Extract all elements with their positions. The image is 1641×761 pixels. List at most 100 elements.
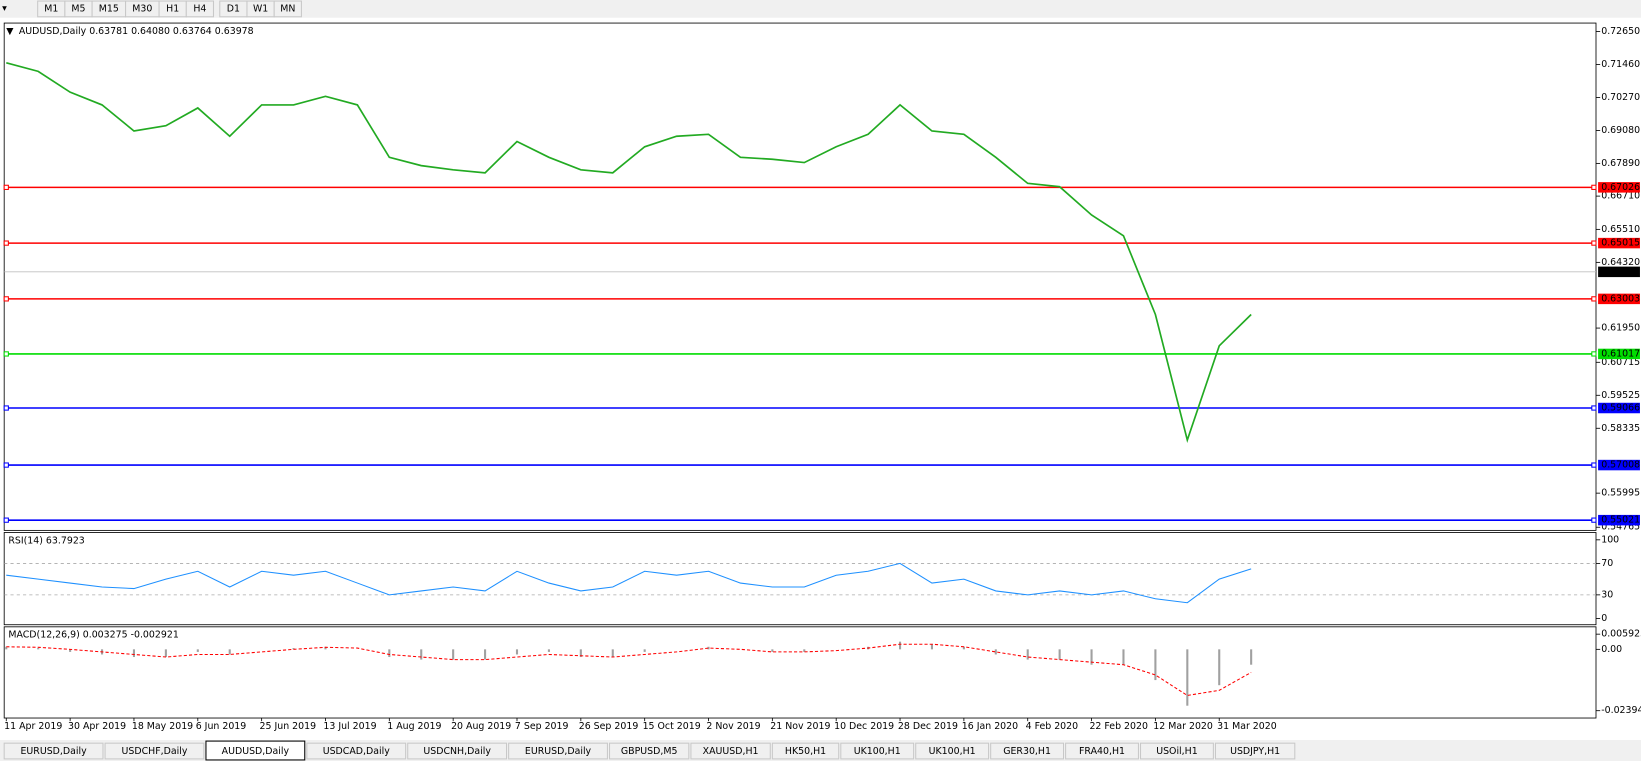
tab-label[interactable]: USOil,H1: [1156, 746, 1198, 757]
x-tick-label: 1 Aug 2019: [387, 721, 441, 732]
level-label: 0.61017: [1601, 348, 1640, 359]
tab[interactable]: [407, 742, 508, 760]
timeframe-label[interactable]: M30: [132, 3, 152, 14]
tab[interactable]: [1214, 742, 1296, 760]
tab-label[interactable]: FRA40,H1: [1079, 746, 1125, 757]
tab-label[interactable]: UK100,H1: [929, 746, 976, 757]
level-anchor: [1591, 184, 1597, 190]
tab[interactable]: [840, 742, 915, 760]
tab[interactable]: [1140, 742, 1214, 760]
level-anchor: [1591, 240, 1597, 246]
toolbar: [0, 0, 1641, 18]
x-tick-label: 13 Jul 2019: [323, 721, 376, 732]
x-tick-label: 15 Oct 2019: [643, 721, 701, 732]
y-tick-label: 0.005923: [1601, 629, 1641, 640]
y-tick-label: 0.54765: [1601, 522, 1640, 533]
y-tick-label: 0.72650: [1601, 26, 1640, 37]
panel-title: AUDUSD,Daily 0.63781 0.64080 0.63764 0.6…: [19, 26, 254, 37]
series-line: [6, 61, 1252, 444]
tab[interactable]: [205, 740, 306, 761]
level-anchor: [3, 405, 9, 411]
timeframe-label[interactable]: D1: [227, 3, 240, 14]
timeframe-label[interactable]: M1: [44, 3, 58, 14]
series-line: [6, 562, 1252, 604]
tab[interactable]: [990, 742, 1065, 760]
x-tick-label: 30 Apr 2019: [68, 721, 126, 732]
timeframe-button[interactable]: [185, 0, 215, 18]
timeframe-label[interactable]: M5: [71, 3, 85, 14]
y-tick-label: 0: [1601, 613, 1607, 624]
level-anchor: [1591, 351, 1597, 357]
level-label-box: [1598, 514, 1640, 526]
timeframe-label[interactable]: M15: [99, 3, 119, 14]
x-tick-label: 2 Nov 2019: [706, 721, 760, 732]
x-tick-label: 7 Sep 2019: [515, 721, 569, 732]
timeframe-label[interactable]: H1: [166, 3, 179, 14]
x-tick-label: 11 Apr 2019: [4, 721, 62, 732]
tab[interactable]: [608, 742, 690, 760]
x-tick-label: 20 Aug 2019: [451, 721, 511, 732]
tab-label[interactable]: GER30,H1: [1003, 746, 1051, 757]
y-tick-label: 70: [1601, 558, 1613, 569]
last-price-label: 0.63978: [1601, 266, 1640, 277]
tab-label[interactable]: UK100,H1: [854, 746, 901, 757]
tab[interactable]: [915, 742, 990, 760]
level-anchor: [3, 351, 9, 357]
level-label: 0.59066: [1601, 403, 1640, 414]
level-label: 0.55021: [1601, 515, 1640, 526]
level-label: 0.57008: [1601, 460, 1640, 471]
timeframe-button[interactable]: [273, 0, 302, 18]
y-tick-label: 0.58335: [1601, 423, 1640, 434]
y-tick-label: 0.67890: [1601, 158, 1640, 169]
y-tick-label: 0.70270: [1601, 92, 1640, 103]
level-label-box: [1598, 182, 1640, 193]
tab-label[interactable]: USDCNH,Daily: [423, 746, 491, 757]
y-tick-label: 0.69080: [1601, 125, 1640, 136]
tab[interactable]: [771, 742, 840, 760]
panel-frame: [3, 532, 1597, 626]
tab-label[interactable]: HK50,H1: [785, 746, 826, 757]
level-label-box: [1598, 402, 1640, 414]
last-price-box: [1598, 266, 1640, 278]
level-anchor: [3, 296, 9, 302]
level-label-box: [1598, 348, 1640, 360]
tab-label[interactable]: USDCHF,Daily: [122, 746, 188, 757]
tab[interactable]: [104, 742, 205, 760]
tab[interactable]: [3, 742, 104, 760]
x-tick-label: 22 Feb 2020: [1089, 721, 1148, 732]
tab-label[interactable]: EURUSD,Daily: [20, 746, 87, 757]
y-tick-label: 30: [1601, 589, 1613, 600]
level-anchor: [3, 184, 9, 190]
x-tick-label: 31 Mar 2020: [1217, 721, 1277, 732]
tab[interactable]: [306, 742, 407, 760]
timeframe-label[interactable]: MN: [280, 3, 295, 14]
tab-label[interactable]: USDJPY,H1: [1230, 746, 1280, 757]
timeframe-label[interactable]: W1: [253, 3, 268, 14]
level-label-box: [1598, 237, 1640, 249]
x-tick-label: 25 Jun 2019: [260, 721, 317, 732]
panel-frame: [3, 22, 1597, 531]
y-tick-label: -0.023944: [1601, 705, 1641, 716]
x-tick-label: 12 Mar 2020: [1153, 721, 1213, 732]
timeframe-label[interactable]: H4: [193, 3, 206, 14]
level-anchor: [1591, 296, 1597, 302]
level-label: 0.65015: [1601, 238, 1640, 249]
y-tick-label: 0.65510: [1601, 224, 1640, 235]
tab-label[interactable]: USDCAD,Daily: [323, 746, 391, 757]
tab-label[interactable]: GBPUSD,M5: [621, 746, 678, 757]
tab-label[interactable]: EURUSD,Daily: [525, 746, 592, 757]
level-anchor: [3, 517, 9, 523]
panel-title: RSI(14) 63.7923: [8, 535, 84, 546]
tab[interactable]: [1065, 742, 1139, 760]
tab[interactable]: [508, 742, 608, 760]
x-tick-label: 21 Nov 2019: [770, 721, 830, 732]
y-tick-label: 100: [1601, 534, 1619, 545]
y-tick-label: 0.00: [1601, 644, 1622, 655]
tab[interactable]: [690, 742, 771, 760]
x-tick-label: 6 Jun 2019: [196, 721, 247, 732]
level-anchor: [1591, 405, 1597, 411]
tab-label[interactable]: XAUUSD,H1: [703, 746, 759, 757]
y-tick-label: 0.61950: [1601, 323, 1640, 334]
tab-label[interactable]: AUDUSD,Daily: [222, 746, 290, 757]
